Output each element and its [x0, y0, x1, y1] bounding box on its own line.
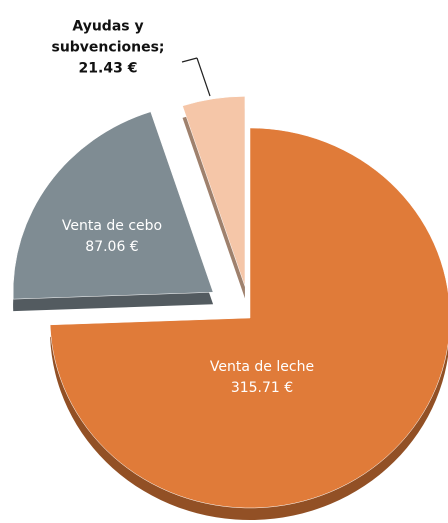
data-label: Venta de leche 315.71 € [210, 357, 314, 399]
category-label: Venta de cebo [61, 218, 163, 234]
value-label: 21.43 € [78, 60, 138, 77]
leader-line [181, 57, 198, 63]
slice [49, 127, 448, 509]
data-label: Venta de cebo 87.06 € [62, 216, 162, 258]
data-label: Ayudas y subvenciones; 21.43 € [48, 17, 168, 80]
value-label: 87.06 € [85, 239, 139, 255]
slice [182, 96, 246, 287]
category-label: Ayudas y subvenciones; [51, 18, 165, 56]
value-label: 315.71 € [230, 380, 294, 396]
leader-line [196, 57, 211, 97]
category-label: Venta de leche [209, 359, 315, 375]
slice [12, 111, 214, 300]
